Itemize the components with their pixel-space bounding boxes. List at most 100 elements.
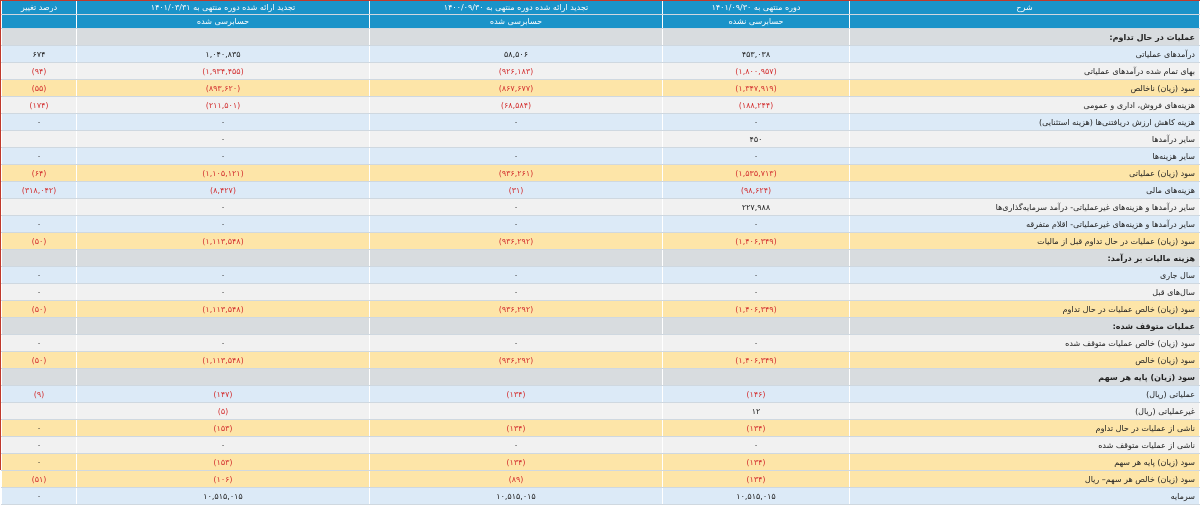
audit-status-row: حسابرسی شده حسابرسی شده حسابرسی نشده bbox=[1, 14, 1200, 29]
change-percent-cell: ۰ bbox=[1, 283, 77, 301]
description-cell: سایر درآمدها bbox=[849, 130, 1200, 148]
restated-1400-cell: (۳۱) bbox=[369, 181, 663, 199]
current-period-cell: (۹۸,۶۲۴) bbox=[662, 181, 850, 199]
description-cell: ناشی از عملیات متوقف شده bbox=[849, 436, 1200, 454]
restated-1401-cell: ۰ bbox=[76, 283, 370, 301]
change-percent-cell: (۹) bbox=[1, 385, 77, 403]
restated-1400-cell: (۸۹) bbox=[369, 470, 663, 488]
table-row: ۰ (۱۵۳) (۱۳۴) (۱۳۴) ناشی از عملیات در حال تد… bbox=[1, 419, 1200, 437]
table-row: ۰ ۰ ۰ ۰ سود (زیان) خالص عملیات متوقف شده bbox=[1, 334, 1200, 352]
change-percent-cell: ۰ bbox=[1, 147, 77, 165]
change-percent-cell: ۰ bbox=[1, 487, 77, 505]
table-row: ۰ ۰ ۰ ۰ سایر درآمدها و هزینه‌های غیرعملیاتی-… bbox=[1, 215, 1200, 233]
restated-1400-cell: ۰ bbox=[369, 334, 663, 352]
description-cell: سایر درآمدها و هزینه‌های غیرعملیاتی- درآ… bbox=[849, 198, 1200, 216]
section-header-row: هزینه مالیات بر درآمد: bbox=[1, 249, 1200, 267]
change-percent-cell: ۰ bbox=[1, 266, 77, 284]
description-cell: عملیات متوقف شده: bbox=[849, 317, 1200, 335]
restated-1401-cell: ۰ bbox=[76, 266, 370, 284]
restated-1401-cell bbox=[76, 249, 370, 267]
description-cell: سود (زیان) خالص عملیات در حال تداوم bbox=[849, 300, 1200, 318]
header-row: درصد تغییر تجدید ارائه شده دوره منتهی به… bbox=[1, 1, 1200, 15]
change-percent-cell bbox=[1, 402, 77, 420]
current-period-cell: (۱,۵۳۵,۷۱۳) bbox=[662, 164, 850, 182]
change-percent-cell bbox=[1, 249, 77, 267]
table-row: (۹) (۱۴۷) (۱۳۴) (۱۴۶) عملیاتی (ریال) bbox=[1, 385, 1200, 403]
description-cell: سایر درآمدها و هزینه‌های غیرعملیاتی- اقل… bbox=[849, 215, 1200, 233]
description-cell: سود (زیان) خالص bbox=[849, 351, 1200, 369]
restated-1400-cell: ۰ bbox=[369, 113, 663, 131]
description-cell: سود (زیان) عملیاتی bbox=[849, 164, 1200, 182]
current-period-cell: ۰ bbox=[662, 334, 850, 352]
current-period-cell: ۰ bbox=[662, 147, 850, 165]
table-row: (۵۰) (۱,۱۱۳,۵۴۸) (۹۳۶,۲۹۲) (۱,۴۰۶,۳۴۹) سود (… bbox=[1, 300, 1200, 318]
table-row: ۰ ۰ ۲۲۷,۹۸۸ سایر درآمدها و هزینه‌های غیرعمل… bbox=[1, 198, 1200, 216]
table-row: ۰ ۰ ۰ ۰ سال جاری bbox=[1, 266, 1200, 284]
restated-1401-cell: ۰ bbox=[76, 147, 370, 165]
table-row: ۶۷۴ ۱,۰۴۰,۸۳۵ ۵۸,۵۰۶ ۴۵۳,۰۳۸ درآمدهای عملیات… bbox=[1, 45, 1200, 63]
restated-1400-cell bbox=[369, 28, 663, 46]
restated-1400-cell: ۱۰,۵۱۵,۰۱۵ bbox=[369, 487, 663, 505]
restated-1401-cell: (۱,۱۱۳,۵۴۸) bbox=[76, 300, 370, 318]
table-row: (۵۱) (۱۰۶) (۸۹) (۱۳۴) سود (زیان) خالص هر سهم… bbox=[1, 470, 1200, 488]
restated-1401-cell: (۱۵۳) bbox=[76, 453, 370, 471]
current-period-cell: ۲۲۷,۹۸۸ bbox=[662, 198, 850, 216]
current-period-cell: ۰ bbox=[662, 436, 850, 454]
restated-1400-cell bbox=[369, 130, 663, 148]
restated-1401-cell: (۸۹۳,۶۲۰) bbox=[76, 79, 370, 97]
current-period-cell: (۱,۳۴۷,۹۱۹) bbox=[662, 79, 850, 97]
restated-1401-cell: (۱,۹۳۴,۴۵۵) bbox=[76, 62, 370, 80]
restated-1400-cell: (۸۶۷,۶۷۷) bbox=[369, 79, 663, 97]
restated-1400-cell bbox=[369, 402, 663, 420]
restated-1401-cell: ۰ bbox=[76, 198, 370, 216]
header-change-percent: درصد تغییر bbox=[1, 1, 77, 15]
restated-1401-cell: ۱,۰۴۰,۸۳۵ bbox=[76, 45, 370, 63]
change-percent-cell: (۶۴) bbox=[1, 164, 77, 182]
change-percent-cell: ۰ bbox=[1, 419, 77, 437]
current-period-cell: (۱,۴۰۶,۳۴۹) bbox=[662, 232, 850, 250]
section-header-row: عملیات در حال تداوم: bbox=[1, 28, 1200, 46]
restated-1400-cell: ۰ bbox=[369, 266, 663, 284]
change-percent-cell: (۵۰) bbox=[1, 232, 77, 250]
restated-1400-cell: ۵۸,۵۰۶ bbox=[369, 45, 663, 63]
change-percent-cell: (۹۴) bbox=[1, 62, 77, 80]
change-percent-cell: (۱۷۴) bbox=[1, 96, 77, 114]
current-period-cell: (۱,۴۰۶,۳۴۹) bbox=[662, 300, 850, 318]
current-period-cell: ۱۰,۵۱۵,۰۱۵ bbox=[662, 487, 850, 505]
current-period-cell: ۴۵۰ bbox=[662, 130, 850, 148]
current-period-cell: ۱۲ bbox=[662, 402, 850, 420]
description-cell: سود (زیان) پایه هر سهم bbox=[849, 368, 1200, 386]
section-header-row: سود (زیان) پایه هر سهم bbox=[1, 368, 1200, 386]
table-row: (۵۵) (۸۹۳,۶۲۰) (۸۶۷,۶۷۷) (۱,۳۴۷,۹۱۹) سود (زی… bbox=[1, 79, 1200, 97]
restated-1401-cell bbox=[76, 28, 370, 46]
description-cell: هزینه مالیات بر درآمد: bbox=[849, 249, 1200, 267]
restated-1401-cell bbox=[76, 368, 370, 386]
restated-1401-cell: ۱۰,۵۱۵,۰۱۵ bbox=[76, 487, 370, 505]
table-row: ۰ (۱۵۳) (۱۳۴) (۱۳۴) سود (زیان) پایه هر سهم bbox=[1, 453, 1200, 471]
restated-1401-cell: ۰ bbox=[76, 436, 370, 454]
current-period-cell: ۰ bbox=[662, 113, 850, 131]
description-cell: عملیاتی (ریال) bbox=[849, 385, 1200, 403]
header-current-period: دوره منتهی به ۱۴۰۱/۰۹/۳۰ bbox=[662, 1, 850, 15]
restated-1401-cell: (۱,۱۰۵,۱۲۱) bbox=[76, 164, 370, 182]
change-percent-cell bbox=[1, 28, 77, 46]
description-cell: سود (زیان) ناخالص bbox=[849, 79, 1200, 97]
change-percent-cell bbox=[1, 368, 77, 386]
restated-1401-cell: (۱۵۳) bbox=[76, 419, 370, 437]
restated-1400-cell bbox=[369, 368, 663, 386]
current-period-cell: ۰ bbox=[662, 266, 850, 284]
audit-status-current: حسابرسی نشده bbox=[662, 14, 850, 29]
current-period-cell: (۱۳۴) bbox=[662, 419, 850, 437]
table-row: ۰ ۰ ۰ ۰ هزینه کاهش ارزش دریافتنی‌ها (هزینه ا… bbox=[1, 113, 1200, 131]
restated-1400-cell: (۹۳۶,۲۶۱) bbox=[369, 164, 663, 182]
restated-1401-cell: ۰ bbox=[76, 334, 370, 352]
description-cell: بهای تمام شده درآمدهای عملیاتی bbox=[849, 62, 1200, 80]
table-row: (۵۰) (۱,۱۱۳,۵۴۸) (۹۳۶,۲۹۲) (۱,۴۰۶,۳۴۹) سود (… bbox=[1, 351, 1200, 369]
restated-1401-cell: (۸,۴۲۷) bbox=[76, 181, 370, 199]
table-row: ۰ ۰ ۰ ۰ سایر هزینه‌ها bbox=[1, 147, 1200, 165]
restated-1400-cell: (۹۳۶,۲۹۲) bbox=[369, 300, 663, 318]
table-row: ۰ ۱۰,۵۱۵,۰۱۵ ۱۰,۵۱۵,۰۱۵ ۱۰,۵۱۵,۰۱۵ سرمایه bbox=[1, 487, 1200, 505]
change-percent-cell: ۰ bbox=[1, 215, 77, 233]
